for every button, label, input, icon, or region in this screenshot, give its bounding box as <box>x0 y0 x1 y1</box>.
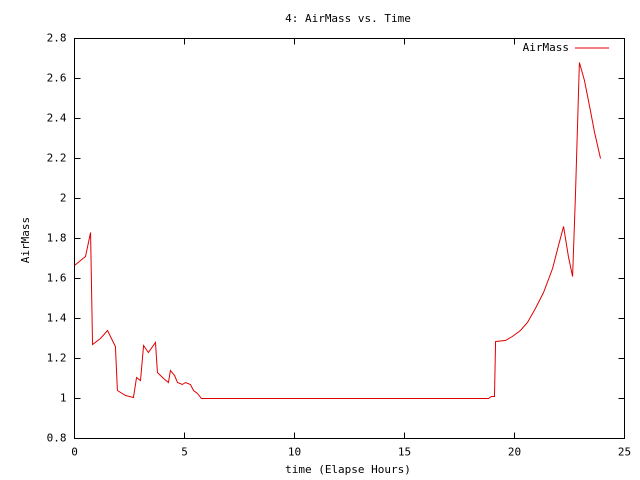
y-tick-label: 2 <box>60 192 67 205</box>
x-tick-label: 25 <box>618 446 631 459</box>
legend-label: AirMass <box>523 41 569 54</box>
y-axis-label: AirMass <box>19 217 32 263</box>
y-tick-label: 2.6 <box>47 72 67 85</box>
y-tick-label: 1.6 <box>47 272 67 285</box>
chart-title: 4: AirMass vs. Time <box>285 12 411 25</box>
x-tick-label: 5 <box>181 446 188 459</box>
x-tick-label: 15 <box>398 446 411 459</box>
x-tick-label: 20 <box>508 446 521 459</box>
x-tick-label: 10 <box>288 446 301 459</box>
x-tick-label: 0 <box>71 446 78 459</box>
y-tick-label: 0.8 <box>47 432 67 445</box>
y-tick-label: 2.8 <box>47 32 67 45</box>
y-tick-label: 1.8 <box>47 232 67 245</box>
y-tick-label: 1.4 <box>47 312 67 325</box>
x-axis-label: time (Elapse Hours) <box>285 463 411 476</box>
y-tick-label: 2.2 <box>47 152 67 165</box>
y-tick-label: 1 <box>60 392 67 405</box>
y-tick-label: 1.2 <box>47 352 67 365</box>
data-line <box>74 62 602 399</box>
y-tick-label: 2.4 <box>47 112 67 125</box>
